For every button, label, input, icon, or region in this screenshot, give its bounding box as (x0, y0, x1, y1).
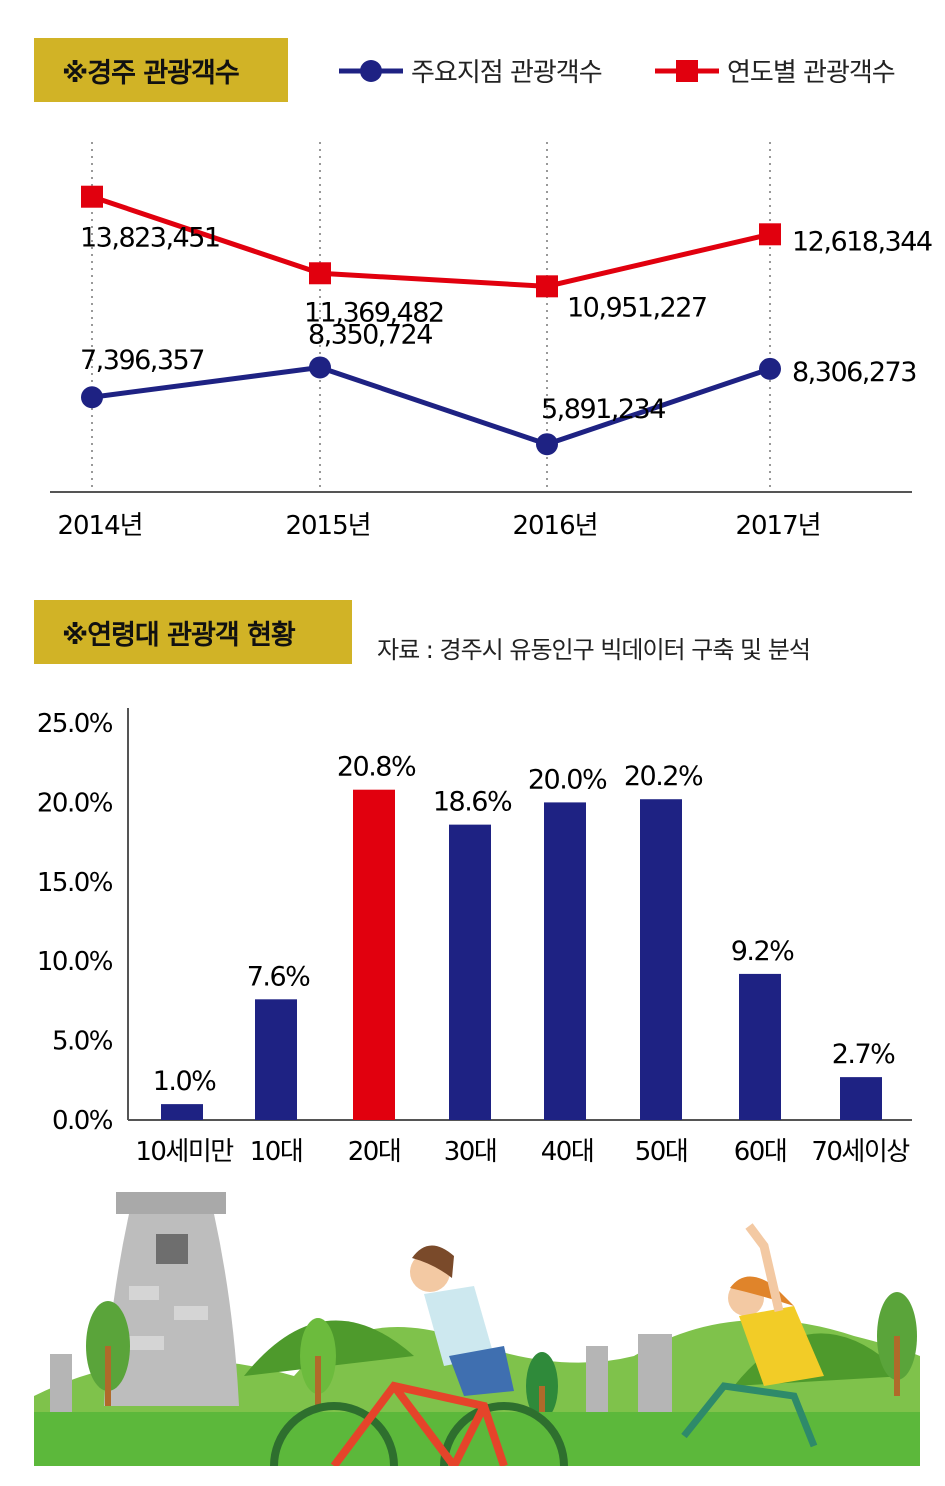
legend-item-blue: 주요지점 관광객수 (339, 52, 603, 89)
y-tick-label: 10.0% (37, 947, 113, 977)
bar-value-label: 7.6% (247, 961, 310, 992)
data-point (309, 262, 331, 285)
series-line-0 (91, 364, 771, 447)
bar (739, 973, 781, 1120)
x-tick-label: 2014년 (57, 511, 142, 541)
cyclist-right-icon (681, 1223, 824, 1448)
data-label: 7,396,357 (80, 345, 204, 376)
y-tick-label: 20.0% (37, 788, 113, 818)
cycling-illustration (34, 1192, 920, 1466)
data-label: 8,306,273 (792, 357, 916, 388)
data-point (536, 275, 558, 298)
x-tick-label: 10세미만 (135, 1137, 233, 1167)
trees (86, 1292, 917, 1426)
x-tick-label: 40대 (541, 1137, 594, 1167)
source-note: 자료 : 경주시 유동인구 빅데이터 구축 및 분석 (377, 636, 811, 664)
legend-line-circle-icon (339, 59, 403, 82)
data-label: 12,618,344 (792, 226, 932, 257)
x-tick-label: 30대 (444, 1137, 497, 1167)
data-label: 10,951,227 (567, 292, 707, 323)
bar (640, 799, 682, 1120)
bar (840, 1077, 882, 1120)
bar-chart: 0.0% 5.0% 10.0% 15.0% 20.0% 25.0% 1.0% 10세미만 7.6… (37, 708, 912, 1167)
bar-value-label: 2.7% (832, 1039, 895, 1070)
line-chart-title: ※경주 관광객수 (34, 38, 288, 102)
bar (353, 789, 395, 1120)
data-label: 5,891,234 (541, 394, 665, 425)
small-towers (50, 1334, 672, 1416)
bar-value-label: 20.2% (624, 761, 703, 792)
data-point (759, 357, 781, 380)
stone-tower-icon (104, 1192, 239, 1406)
x-tick-label: 10대 (250, 1137, 303, 1167)
data-point (309, 356, 331, 379)
line-chart: 2014년 2015년 2016년 2017년 7,396,357 8,350,724 5,… (50, 142, 933, 541)
x-tick-label: 60대 (734, 1137, 787, 1167)
data-point (81, 386, 103, 409)
data-label: 8,350,724 (308, 319, 432, 350)
bar-value-label: 20.0% (528, 764, 607, 795)
legend-line-square-icon (655, 59, 719, 82)
data-point (759, 223, 781, 246)
y-tick-label: 15.0% (37, 868, 113, 898)
series-line-1 (91, 194, 771, 289)
data-point (81, 185, 103, 208)
data-label: 13,823,451 (80, 223, 220, 254)
bar-value-label: 18.6% (433, 787, 512, 818)
bar (449, 824, 491, 1120)
x-tick-label: 50대 (635, 1137, 688, 1167)
cyclist-left-icon (270, 1245, 568, 1466)
x-tick-label: 20대 (348, 1137, 401, 1167)
y-tick-label: 0.0% (52, 1106, 113, 1136)
bar (255, 999, 297, 1120)
bar (544, 802, 586, 1120)
x-tick-label: 2015년 (285, 511, 370, 541)
x-tick-label: 2016년 (512, 511, 597, 541)
legend-item-red: 연도별 관광객수 (655, 52, 896, 89)
bar (161, 1104, 203, 1120)
x-tick-label: 70세이상 (811, 1137, 909, 1167)
legend-label-red: 연도별 관광객수 (727, 58, 896, 88)
bar-value-label: 1.0% (153, 1066, 216, 1097)
bar-chart-title: ※연령대 관광객 현황 (34, 600, 352, 664)
y-tick-label: 25.0% (37, 709, 113, 739)
data-point (536, 433, 558, 456)
y-tick-label: 5.0% (52, 1027, 113, 1057)
data-label: 11,369,482 (304, 297, 444, 328)
x-tick-label: 2017년 (735, 511, 820, 541)
bar-value-label: 9.2% (731, 936, 794, 967)
legend-label-blue: 주요지점 관광객수 (411, 58, 603, 88)
bar-value-label: 20.8% (337, 752, 416, 783)
